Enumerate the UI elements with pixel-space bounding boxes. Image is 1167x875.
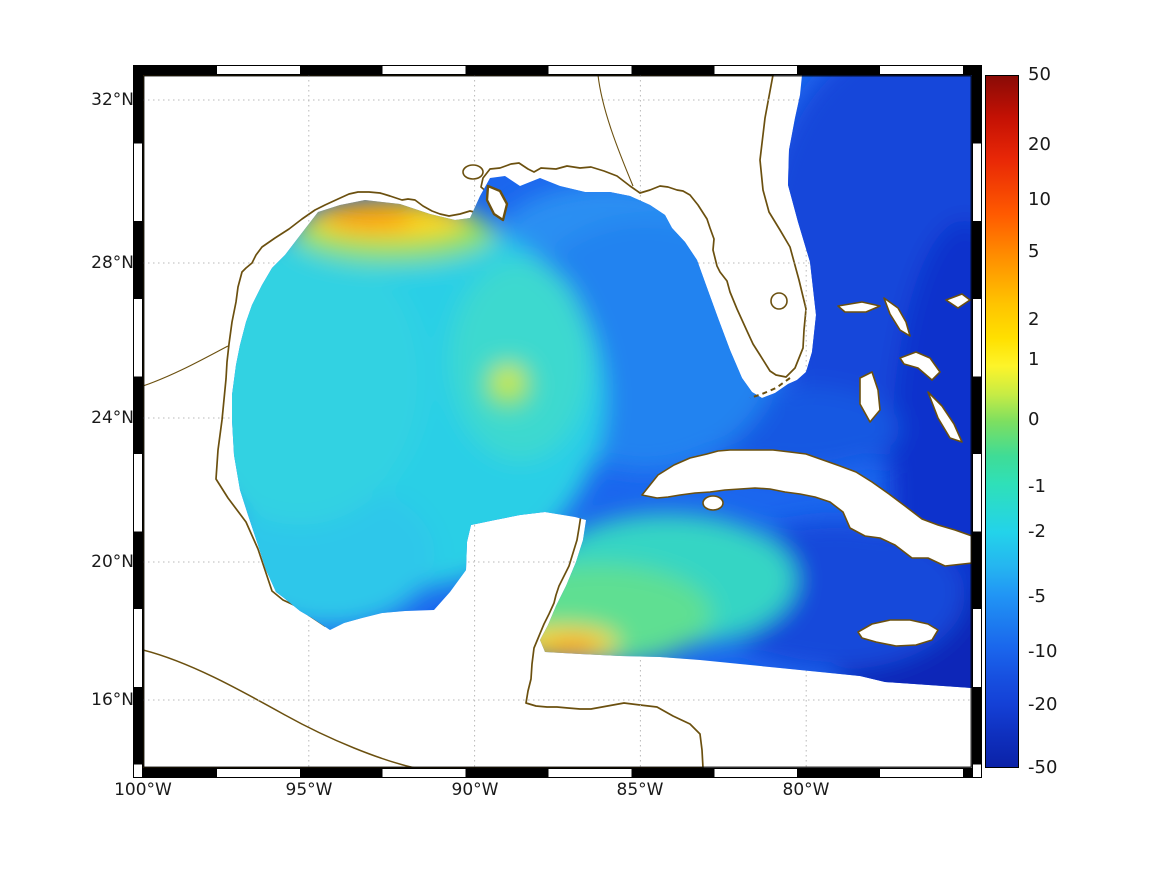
colorbar-tick-label: -50 — [1028, 757, 1058, 778]
lat-tick-label: 28°N — [91, 253, 134, 273]
lake-pontchartrain — [462, 164, 484, 180]
isle-of-youth — [702, 495, 724, 511]
lake-okeechobee — [770, 292, 788, 310]
lon-tick-label: 85°W — [616, 780, 664, 800]
map-frame-left — [133, 65, 143, 778]
map-frame-right — [972, 65, 982, 778]
map-frame-bottom — [133, 768, 982, 778]
coastline-mainland — [143, 75, 807, 768]
colorbar — [985, 75, 1019, 768]
colorbar-tick-label: 50 — [1028, 64, 1051, 85]
colorbar-tick-label: -5 — [1028, 586, 1046, 607]
colorbar-tick-label: -20 — [1028, 694, 1058, 715]
axes-border — [143, 75, 972, 768]
bahamas-coastline — [837, 293, 971, 443]
lat-tick-label: 20°N — [91, 552, 134, 572]
pacific-coastline — [143, 649, 416, 768]
colorbar-tick-label: 0 — [1028, 409, 1040, 430]
lat-tick-label: 32°N — [91, 90, 134, 110]
lon-tick-label: 90°W — [451, 780, 499, 800]
lon-tick-label: 80°W — [782, 780, 830, 800]
colorbar-tick-label: 10 — [1028, 189, 1051, 210]
coastline-islands — [462, 164, 972, 647]
colorbar-tick-label: 2 — [1028, 309, 1040, 330]
map-plot-area — [143, 75, 972, 768]
colorbar-tick-label: -10 — [1028, 641, 1058, 662]
colorbar-tick-label: -2 — [1028, 521, 1046, 542]
mississippi-delta — [485, 184, 509, 222]
colorbar-tick-label: -1 — [1028, 476, 1046, 497]
florida-keys — [749, 377, 791, 399]
jamaica-coastline — [857, 619, 939, 647]
river-line — [597, 75, 634, 187]
lon-tick-label: 100°W — [114, 780, 172, 800]
lat-tick-label: 16°N — [91, 690, 134, 710]
rio-grande-river — [143, 345, 229, 387]
colorbar-tick-label: 20 — [1028, 134, 1051, 155]
lon-tick-label: 95°W — [285, 780, 333, 800]
colorbar-tick-label: 1 — [1028, 349, 1040, 370]
cuba-coastline — [641, 449, 972, 567]
map-frame-top — [133, 65, 982, 75]
lat-tick-label: 24°N — [91, 408, 134, 428]
colorbar-tick-label: 5 — [1028, 241, 1040, 262]
